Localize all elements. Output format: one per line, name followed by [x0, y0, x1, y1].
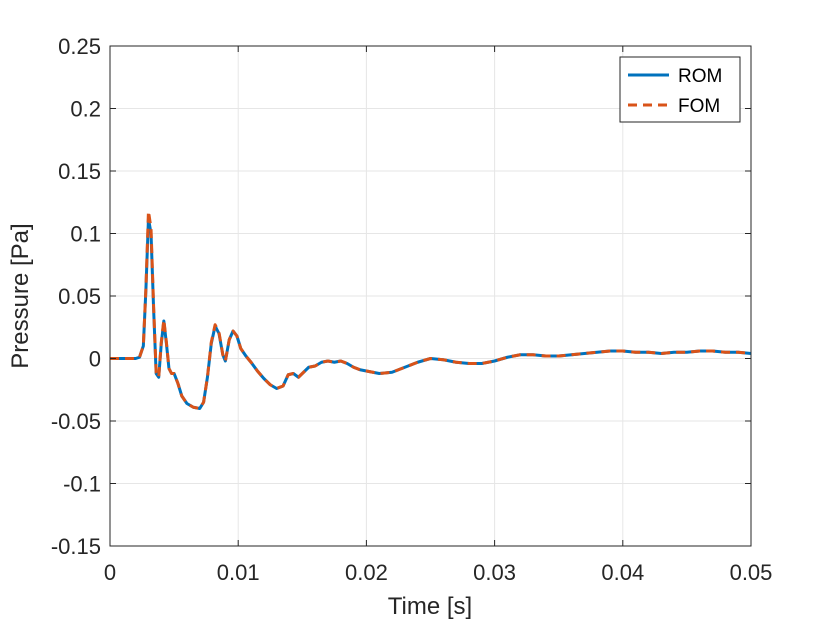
x-tick-label: 0 — [104, 560, 116, 585]
y-tick-label: -0.15 — [51, 534, 101, 559]
y-tick-label: 0.25 — [58, 34, 101, 59]
y-tick-label: 0.15 — [58, 159, 101, 184]
x-tick-label: 0.01 — [217, 560, 260, 585]
x-tick-label: 0.04 — [601, 560, 644, 585]
x-tick-label: 0.03 — [473, 560, 516, 585]
y-tick-label: 0 — [89, 347, 101, 372]
series-line-fom — [110, 209, 752, 410]
y-tick-label: 0.05 — [58, 284, 101, 309]
legend-label-fom: FOM — [678, 96, 720, 117]
y-tick-label: 0.2 — [70, 97, 101, 122]
x-axis-title: Time [s] — [388, 593, 472, 620]
tick-labels: 0 0.01 0.02 0.03 0.04 0.05 -0.15 -0.1 -0.05 0 0.05… — [51, 34, 773, 585]
y-axis-title: Pressure [Pa] — [7, 223, 34, 368]
legend-box — [619, 56, 741, 123]
series-group — [110, 209, 752, 410]
y-tick-label: 0.1 — [70, 222, 101, 247]
x-tick-label: 0.05 — [730, 560, 773, 585]
x-tick-label: 0.02 — [345, 560, 388, 585]
y-tick-label: -0.1 — [63, 472, 101, 497]
legend-label-rom: ROM — [678, 66, 722, 87]
ticks — [109, 45, 752, 547]
legend: ROM FOM — [619, 56, 741, 123]
y-tick-label: -0.05 — [51, 409, 101, 434]
